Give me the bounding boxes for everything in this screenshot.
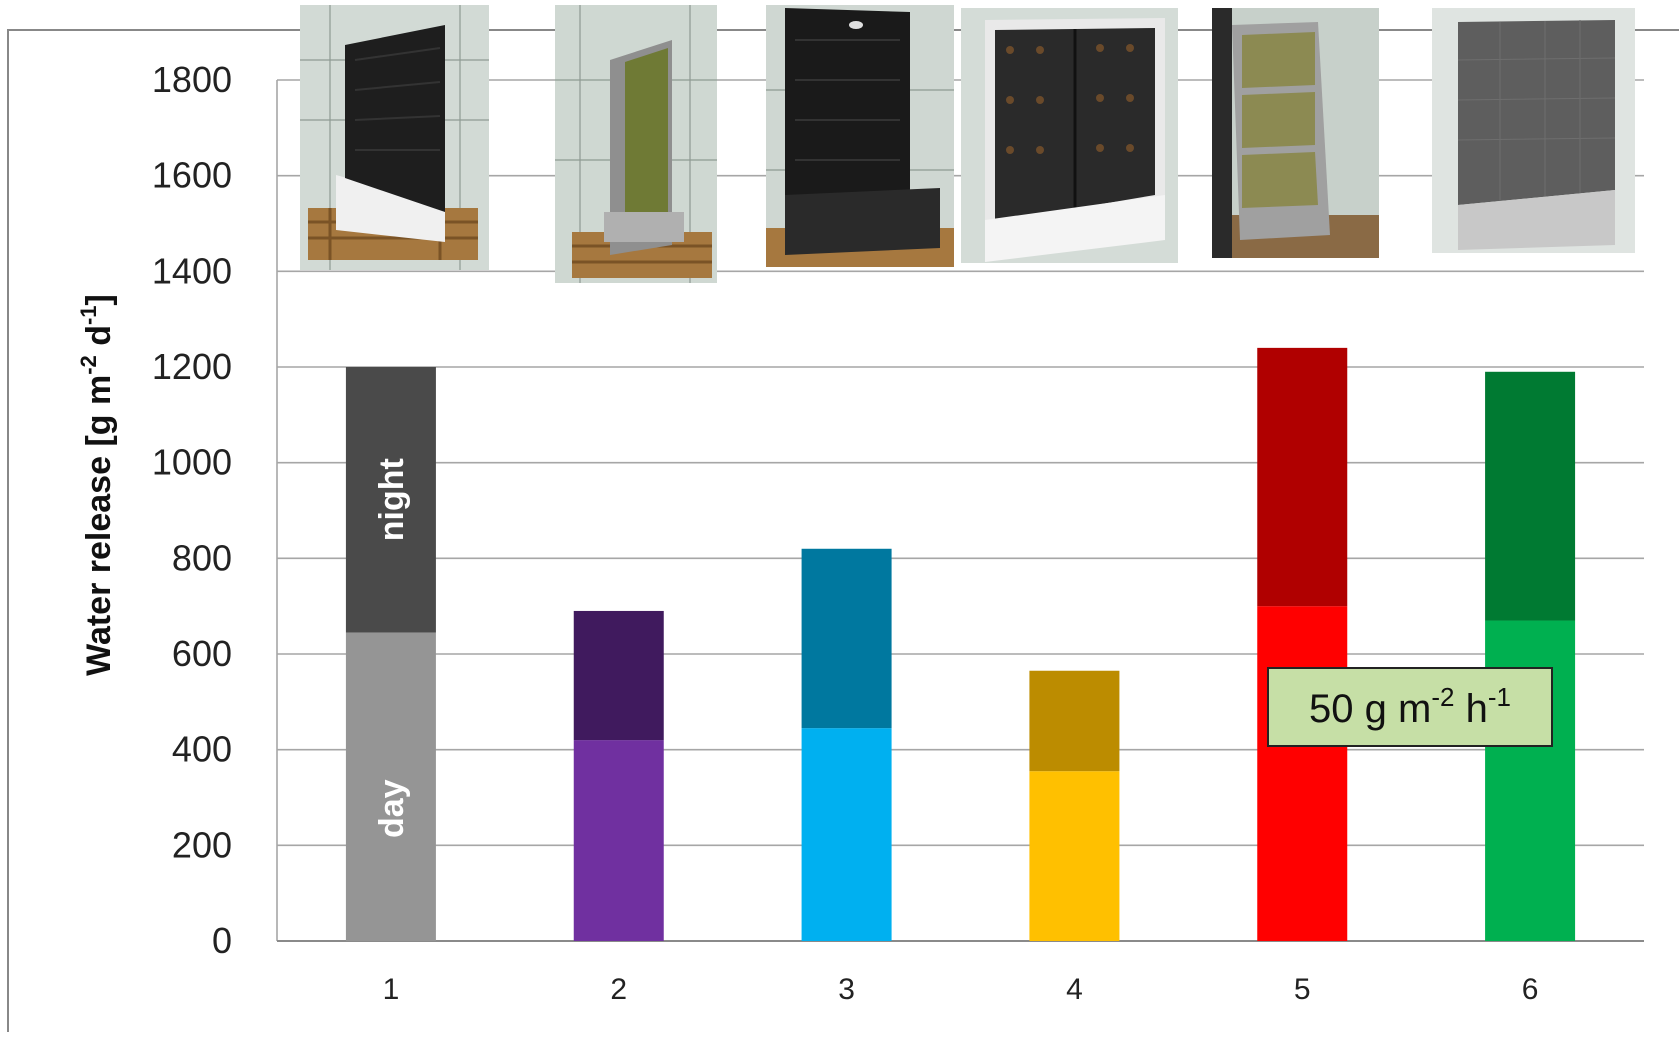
y-tick-label-1800: 1800 [152, 59, 232, 100]
bar-5-night [1257, 347, 1348, 607]
gridlines [277, 79, 1644, 847]
bar-3-day [801, 728, 892, 941]
y-tick-label-1600: 1600 [152, 155, 232, 196]
bars: day night [345, 347, 1576, 941]
y-tick-label-0: 0 [212, 920, 232, 961]
x-tick-label-3: 3 [838, 973, 855, 1006]
rate-annotation-exp1: -2 [1431, 682, 1454, 712]
segment-label-night: night [373, 458, 411, 541]
y-tick-label-1200: 1200 [152, 346, 232, 387]
bar-3-night [801, 548, 892, 729]
y-tick-label-1000: 1000 [152, 442, 232, 483]
y-tick-label-200: 200 [172, 824, 232, 865]
rate-annotation-box [1267, 667, 1553, 747]
axes [276, 80, 1644, 942]
wall-module-1-photo [300, 5, 489, 270]
wall-module-5-photo [1212, 8, 1379, 258]
y-tick-label-800: 800 [172, 537, 232, 578]
wall-module-2-photo [555, 5, 717, 283]
y-axis-label-main: Water release [g m [80, 375, 118, 676]
wall-module-4-photo [961, 8, 1178, 263]
wall-module-6-photo [1432, 8, 1635, 253]
x-tick-label-2: 2 [610, 973, 627, 1006]
x-tick-label-4: 4 [1066, 973, 1083, 1006]
photo-strip [300, 5, 1635, 283]
rate-annotation-mid: h [1454, 687, 1487, 731]
x-tick-label-5: 5 [1294, 973, 1311, 1006]
bar-5-day [1257, 606, 1348, 941]
bar-1-night [345, 367, 436, 633]
rate-annotation: 50 g m-2 h-1 [1267, 667, 1553, 747]
y-axis-label: Water release [g m-2 d-1] [76, 294, 118, 676]
bar-4-night [1029, 670, 1120, 772]
bar-2-night [573, 610, 664, 741]
x-tick-label-6: 6 [1522, 973, 1539, 1006]
wall-module-3-photo [766, 5, 954, 267]
y-axis-label-end: ] [80, 294, 118, 305]
bar-1-day [345, 632, 436, 941]
y-tick-label-600: 600 [172, 633, 232, 674]
y-axis-label-mid: d [80, 325, 118, 355]
bar-4-day [1029, 771, 1120, 941]
rate-annotation-exp2: -1 [1488, 682, 1511, 712]
y-axis-label-exp2: -1 [76, 305, 101, 325]
segment-label-day: day [373, 779, 411, 838]
rate-annotation-text: 50 g m-2 h-1 [1309, 682, 1511, 731]
bar-2-day [573, 740, 664, 941]
y-tick-label-400: 400 [172, 729, 232, 770]
y-tick-label-1400: 1400 [152, 250, 232, 291]
y-axis-label-exp1: -2 [76, 355, 101, 375]
x-tick-label-1: 1 [383, 973, 400, 1006]
tick-labels: 0 200 400 600 800 1000 1200 1400 1600 1800 1 2 3 4 5 6 [152, 59, 1539, 1006]
rate-annotation-base: 50 g m [1309, 687, 1431, 731]
bar-6-night [1485, 371, 1576, 621]
